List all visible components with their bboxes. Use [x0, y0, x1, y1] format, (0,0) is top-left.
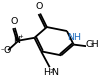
Text: O: O	[36, 2, 43, 11]
Text: O: O	[11, 17, 18, 26]
Text: O: O	[3, 46, 10, 55]
Text: 3: 3	[90, 43, 94, 48]
Text: N: N	[13, 36, 20, 46]
Text: –: –	[1, 46, 4, 52]
Text: N: N	[51, 68, 58, 77]
Text: +: +	[19, 34, 24, 39]
Text: H: H	[43, 68, 50, 77]
Text: NH: NH	[67, 33, 81, 42]
Text: CH: CH	[86, 40, 99, 49]
Text: 2: 2	[50, 69, 54, 74]
